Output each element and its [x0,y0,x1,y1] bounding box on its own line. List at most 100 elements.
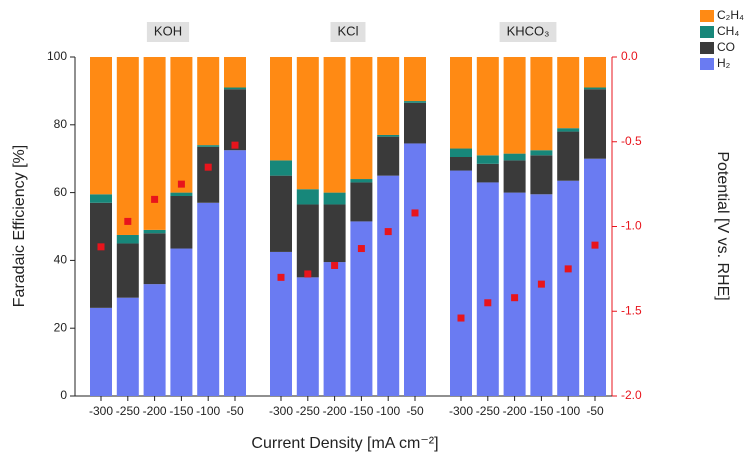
potential-point [384,228,392,236]
bar-segment [270,57,292,161]
bar-segment [116,243,139,298]
bar-segment [197,202,220,396]
bar-segment [404,143,426,396]
y-tick-label: 0 [60,388,67,402]
bar-segment [170,248,193,396]
bar-segment [530,194,553,396]
y-axis-label: Faradaic Efficiency [%] [11,145,28,307]
legend-label: H₂ [717,56,731,70]
bar-segment [143,229,166,234]
bar-segment [296,57,319,190]
x-tick-label: -300 [269,404,293,418]
x-tick-label: -250 [296,404,320,418]
y2-axis-label: Potential [V vs. RHE] [714,151,731,300]
x-tick-label: -200 [143,404,167,418]
y2-tick-label: 0.0 [621,49,638,63]
bar-segment [270,160,292,176]
bar-segment [476,163,499,183]
bar-segment [224,89,246,151]
bar-segment [116,297,139,396]
bar-segment [377,136,400,176]
bar-segment [584,158,606,396]
bar-segment [404,102,426,144]
bar-segment [530,57,553,151]
bar-segment [557,131,580,181]
bar-segment [503,153,526,161]
bar-segment [170,192,193,196]
bar-segment [530,155,553,195]
potential-point [97,243,105,251]
bar-segment [350,57,373,180]
bar-segment [350,179,373,183]
panel-title-box [330,22,366,42]
x-tick-label: -300 [449,404,473,418]
potential-point [331,261,339,269]
potential-point [151,195,159,203]
bar-segment [584,87,606,90]
bar-segment [476,155,499,164]
bar-segment [143,233,166,285]
potential-point [357,245,365,253]
x-tick-label: -200 [503,404,527,418]
bar-segment [557,57,580,129]
bar-segment [143,57,166,230]
bar-segment [170,57,193,193]
bar-segment [296,204,319,278]
potential-point [511,294,519,302]
bar-segment [197,146,220,203]
y2-tick-label: -1.0 [621,219,642,233]
bar-segment [143,284,166,396]
x-tick-label: -150 [529,404,553,418]
bar-segment [296,277,319,396]
potential-point [411,209,419,217]
x-tick-label: -150 [349,404,373,418]
bar-segment [503,160,526,193]
bar-segment [350,221,373,396]
x-tick-label: -50 [586,404,604,418]
potential-point [304,270,312,278]
bar-segment [197,57,220,146]
bar-segment [503,57,526,154]
potential-point [457,314,465,322]
bar-segment [270,251,292,396]
panel-title-box [146,22,190,42]
y2-tick-label: -2.0 [621,388,642,402]
bar-segment [377,175,400,396]
potential-point [277,273,285,281]
y2-tick-label: -1.5 [621,303,642,317]
bar-segment [270,175,292,252]
legend-swatch [700,10,714,22]
potential-point [564,265,572,273]
x-tick-label: -100 [196,404,220,418]
bar-segment [530,150,553,156]
potential-point [124,217,132,225]
potential-point [231,141,239,149]
bar-segment [224,150,246,396]
bar-segment [197,145,220,147]
legend-label: CO [717,40,735,54]
bar-segment [557,128,580,132]
y-tick-label: 60 [54,185,68,199]
bar-segment [450,57,472,149]
bar-segment [404,57,426,102]
bar-segment [350,182,373,222]
potential-point [537,280,545,288]
potential-point [177,180,185,188]
x-axis-label: Current Density [mA cm⁻²] [251,435,438,452]
bar-segment [450,157,472,171]
bar-segment [323,192,346,205]
panel-title: KHCO₃ [507,23,550,38]
potential-point [204,163,212,171]
legend-swatch [700,42,714,54]
bar-segment [90,194,112,203]
y-tick-label: 80 [54,117,68,131]
bar-segment [323,262,346,396]
bar-segment [296,189,319,205]
bar-segment [90,307,112,396]
x-tick-label: -250 [476,404,500,418]
bar-segment [224,57,246,88]
legend-label: CH₄ [717,24,739,38]
x-tick-label: -200 [323,404,347,418]
panel-title-box [499,22,557,42]
